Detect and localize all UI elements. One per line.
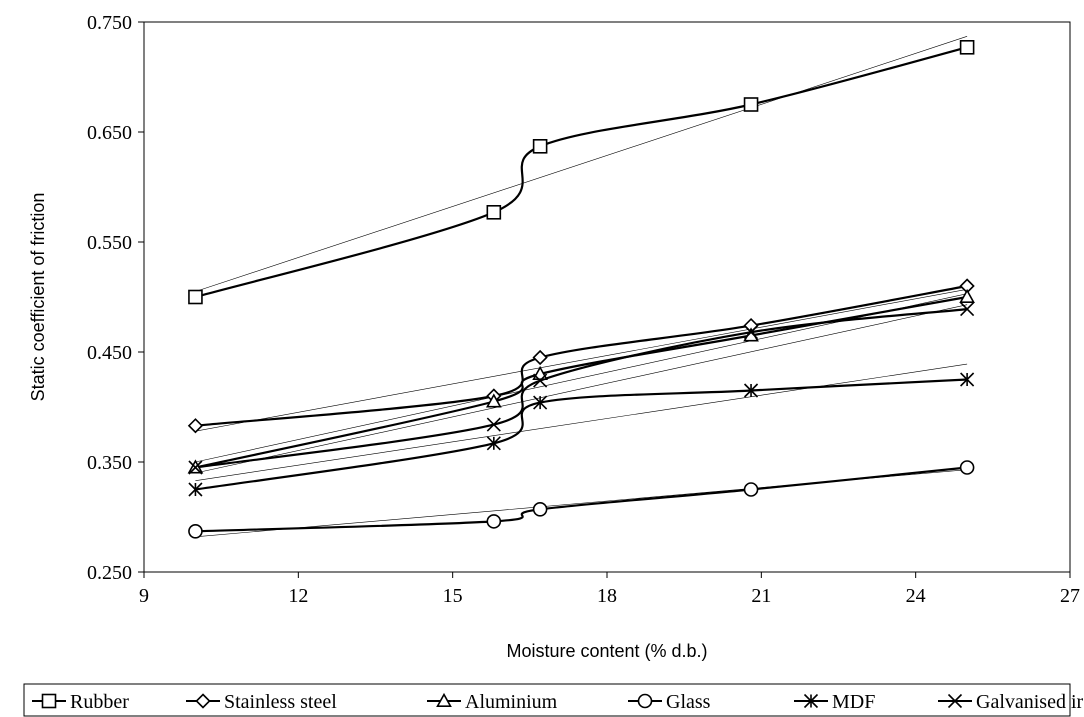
x-tick-label: 27 xyxy=(1060,585,1080,607)
legend-label: Stainless steel xyxy=(224,691,337,713)
legend-item-aluminium: Aluminium xyxy=(427,691,558,713)
plot-area xyxy=(143,21,1071,573)
y-axis-ticks: 0.250 0.350 0.450 0.550 0.650 0.750 xyxy=(87,12,144,584)
x-tick-label: 21 xyxy=(751,585,771,607)
y-tick-label: 0.350 xyxy=(87,452,132,474)
y-tick-label: 0.550 xyxy=(87,232,132,254)
trendline-rubber xyxy=(195,36,968,292)
series-markers xyxy=(187,39,975,539)
data-point-glass xyxy=(532,501,548,517)
legend-label: Glass xyxy=(666,691,711,713)
series-line-mdf xyxy=(195,378,968,491)
legend-label: Aluminium xyxy=(465,691,558,713)
data-point-rubber xyxy=(188,289,203,305)
data-point-glass xyxy=(486,514,502,529)
x-tick-label: 15 xyxy=(443,585,463,607)
trendline-stainless-steel xyxy=(195,289,968,432)
x-tick-label: 18 xyxy=(597,585,617,607)
data-point-mdf xyxy=(960,372,975,387)
data-point-mdf xyxy=(533,395,548,410)
data-point-galvanised-iron xyxy=(486,417,501,432)
legend-marker xyxy=(637,693,653,709)
trendline-galvanised-iron xyxy=(195,304,968,474)
data-point-mdf xyxy=(486,436,501,451)
data-point-rubber xyxy=(486,205,502,220)
series-line-glass xyxy=(195,466,968,533)
x-tick-label: 9 xyxy=(139,585,149,607)
data-point-rubber xyxy=(743,97,759,112)
legend-label: Rubber xyxy=(70,691,129,713)
x-axis-title: Moisture content (% d.b.) xyxy=(506,641,707,661)
data-point-aluminium xyxy=(485,393,502,408)
x-tick-label: 12 xyxy=(288,585,308,607)
y-tick-label: 0.650 xyxy=(87,122,132,144)
data-point-glass xyxy=(743,482,759,497)
legend-item-glass: Glass xyxy=(628,691,711,713)
data-point-stainless-steel xyxy=(187,418,204,434)
series-lines xyxy=(195,46,968,533)
legend-label: Galvanised iron xyxy=(976,691,1084,713)
y-axis-title: Static coefficient of friction xyxy=(28,193,48,402)
data-point-stainless-steel xyxy=(532,349,548,366)
x-tick-label: 24 xyxy=(906,585,926,607)
trendline-mdf xyxy=(195,363,968,481)
legend-label: MDF xyxy=(832,691,875,713)
data-point-rubber xyxy=(532,139,548,154)
data-point-aluminium xyxy=(959,288,975,304)
data-point-rubber xyxy=(959,39,975,55)
legend-item-galvanised-iron: Galvanised iron xyxy=(938,691,1084,713)
data-point-glass xyxy=(959,460,975,475)
data-point-glass xyxy=(188,523,203,539)
trendlines xyxy=(195,36,968,538)
legend-marker xyxy=(436,692,452,708)
legend-item-rubber: Rubber xyxy=(32,691,129,713)
y-tick-label: 0.450 xyxy=(87,342,132,364)
plot-frame xyxy=(143,21,1071,573)
data-point-mdf xyxy=(743,383,759,398)
legend-marker xyxy=(803,693,819,709)
legend-marker xyxy=(195,693,211,709)
legend-marker xyxy=(947,693,963,709)
y-tick-label: 0.750 xyxy=(87,12,132,34)
legend-marker xyxy=(41,693,57,709)
data-point-galvanised-iron xyxy=(960,302,975,317)
x-axis-ticks: 9 12 15 18 21 24 27 xyxy=(139,572,1080,607)
series-line-aluminium xyxy=(195,295,968,469)
series-line-stainless-steel xyxy=(195,284,968,427)
data-point-galvanised-iron xyxy=(533,373,548,388)
data-point-galvanised-iron xyxy=(188,460,203,475)
data-point-mdf xyxy=(188,482,203,497)
legend-item-stainless-steel: Stainless steel xyxy=(186,691,337,713)
series-line-rubber xyxy=(195,46,968,299)
y-tick-label: 0.250 xyxy=(87,562,132,584)
legend-items: Rubber Stainless steel Aluminium Glass MDF Ga… xyxy=(32,691,1084,713)
legend: Rubber Stainless steel Aluminium Glass MDF Ga… xyxy=(23,683,1084,717)
legend-item-mdf: MDF xyxy=(794,691,875,713)
data-point-galvanised-iron xyxy=(743,325,759,340)
